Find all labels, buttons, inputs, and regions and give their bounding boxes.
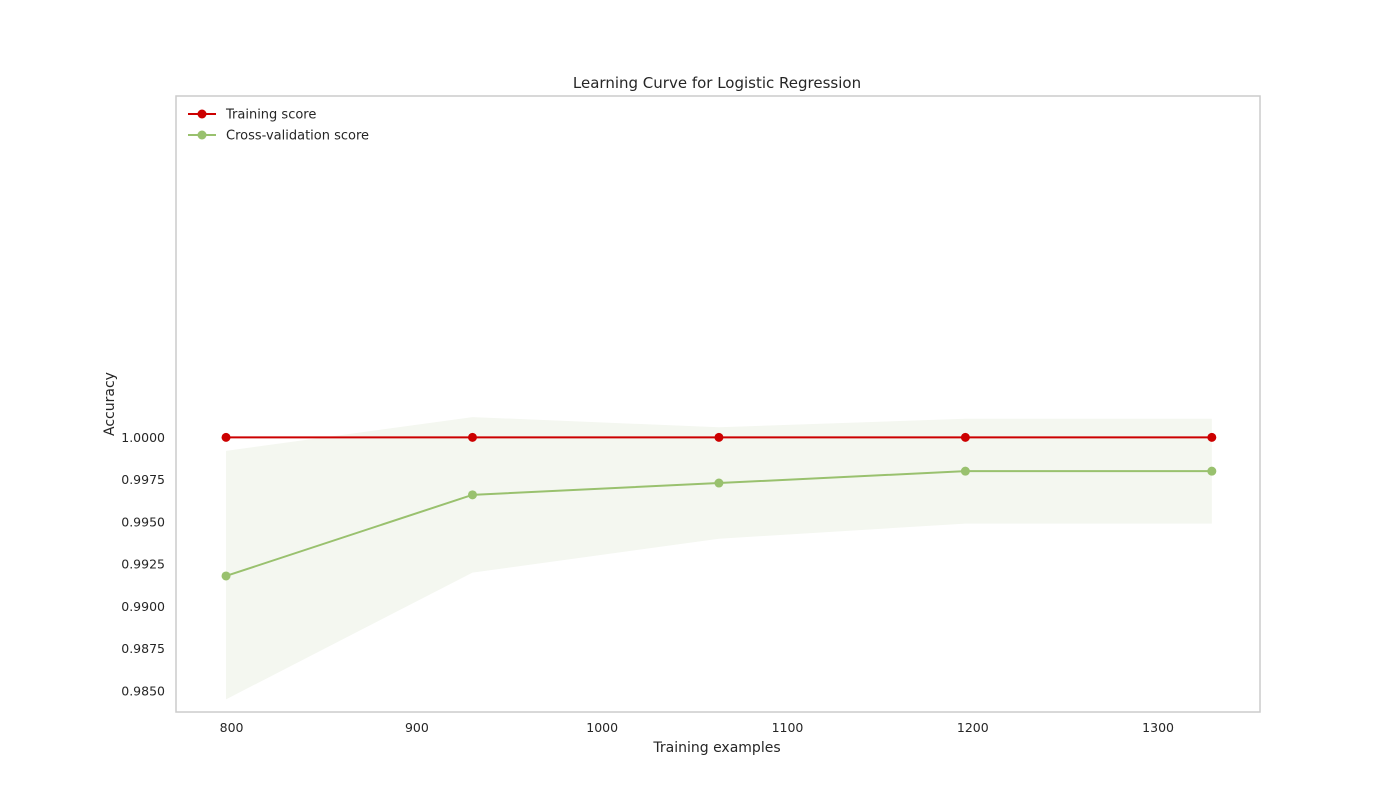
point-series-1-3 (960, 466, 970, 476)
y-tick-label: 0.9850 (121, 683, 165, 698)
y-axis-label: Accuracy (102, 372, 118, 436)
point-series-1-0 (221, 571, 231, 581)
x-tick-label: 800 (220, 720, 244, 735)
chart-title: Learning Curve for Logistic Regression (573, 74, 861, 92)
point-series-1-4 (1207, 466, 1217, 476)
point-series-1-1 (467, 490, 477, 500)
score-bands (226, 417, 1212, 700)
legend: Training score Cross-validation score (188, 108, 369, 144)
point-series-0-2 (714, 432, 724, 442)
x-axis-label: Training examples (652, 740, 780, 756)
legend-label-1: Cross-validation score (226, 129, 369, 144)
series-lines (221, 432, 1217, 581)
y-tick-label: 0.9900 (121, 599, 165, 614)
plot-frame (175, 95, 1261, 713)
x-tick-label: 1300 (1142, 720, 1174, 735)
legend-label-0: Training score (225, 108, 316, 123)
x-tick-label: 1200 (957, 720, 989, 735)
y-tick-label: 1.0000 (121, 430, 165, 445)
y-tick-label: 0.9925 (121, 557, 165, 572)
point-series-0-0 (221, 432, 231, 442)
y-tick-label: 0.9975 (121, 472, 165, 487)
x-tick-labels: 800 900 1000 1100 1200 1300 (220, 720, 1174, 735)
x-tick-label: 1100 (772, 720, 804, 735)
point-series-1-2 (714, 478, 724, 488)
y-tick-labels: 0.9850 0.9875 0.9900 0.9925 0.9950 0.9975 1.00… (121, 430, 165, 698)
x-tick-label: 900 (405, 720, 429, 735)
point-series-0-3 (960, 432, 970, 442)
x-tick-label: 1000 (586, 720, 618, 735)
legend-marker-1 (197, 130, 207, 140)
band-series-1 (226, 417, 1212, 700)
legend-marker-0 (197, 109, 207, 119)
point-series-0-1 (467, 432, 477, 442)
y-tick-label: 0.9950 (121, 514, 165, 529)
point-series-0-4 (1207, 432, 1217, 442)
y-tick-label: 0.9875 (121, 641, 165, 656)
